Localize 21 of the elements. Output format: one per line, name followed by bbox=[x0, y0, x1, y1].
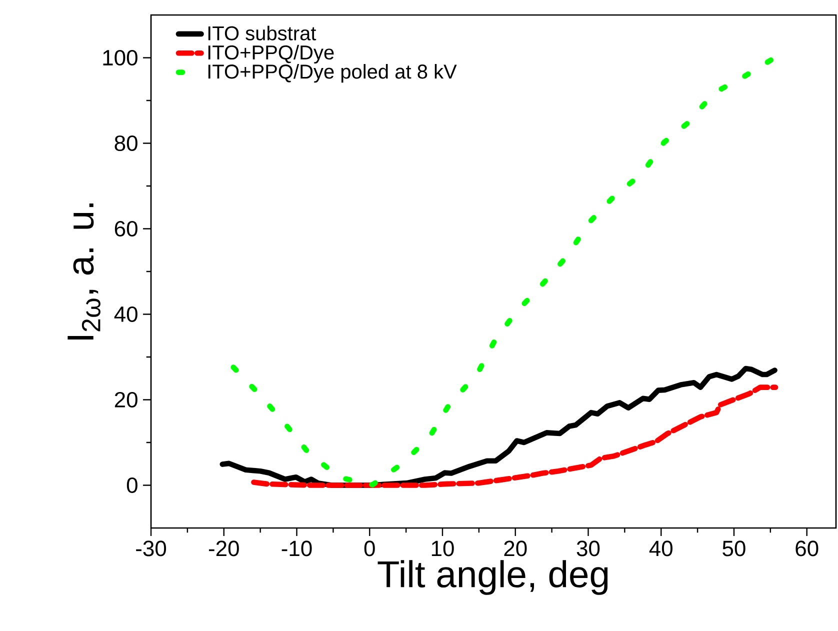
x-tick-label: 60 bbox=[796, 540, 818, 556]
y-tick-label: 40 bbox=[114, 306, 138, 322]
y-axis-title: I$_{2ω}$, a. u. bbox=[68, 204, 100, 340]
y-tick-label: 100 bbox=[103, 50, 138, 66]
y-tick-label: 80 bbox=[114, 135, 138, 152]
x-tick-label: -10 bbox=[282, 540, 312, 556]
x-tick-label: 0 bbox=[364, 540, 375, 556]
legend-label: ITO substrat bbox=[208, 26, 316, 40]
x-tick-label: 10 bbox=[432, 540, 454, 556]
legend-label: ITO+PPQ/Dye bbox=[208, 44, 334, 64]
x-tick-label: -20 bbox=[208, 540, 239, 556]
x-tick-label: 50 bbox=[722, 540, 746, 556]
x-tick-label: 40 bbox=[649, 540, 672, 556]
x-tick-label: 20 bbox=[504, 540, 527, 556]
y-tick-label: 20 bbox=[114, 392, 138, 408]
x-tick-label: 30 bbox=[576, 540, 600, 556]
legend-label: ITO+PPQ/Dye poled at 8 kV bbox=[208, 64, 457, 83]
x-axis-title: Tilt angle, deg bbox=[378, 560, 608, 595]
x-tick-label: -30 bbox=[136, 540, 166, 556]
y-tick-label: 60 bbox=[114, 220, 138, 237]
y-tick-label: 0 bbox=[126, 477, 138, 494]
